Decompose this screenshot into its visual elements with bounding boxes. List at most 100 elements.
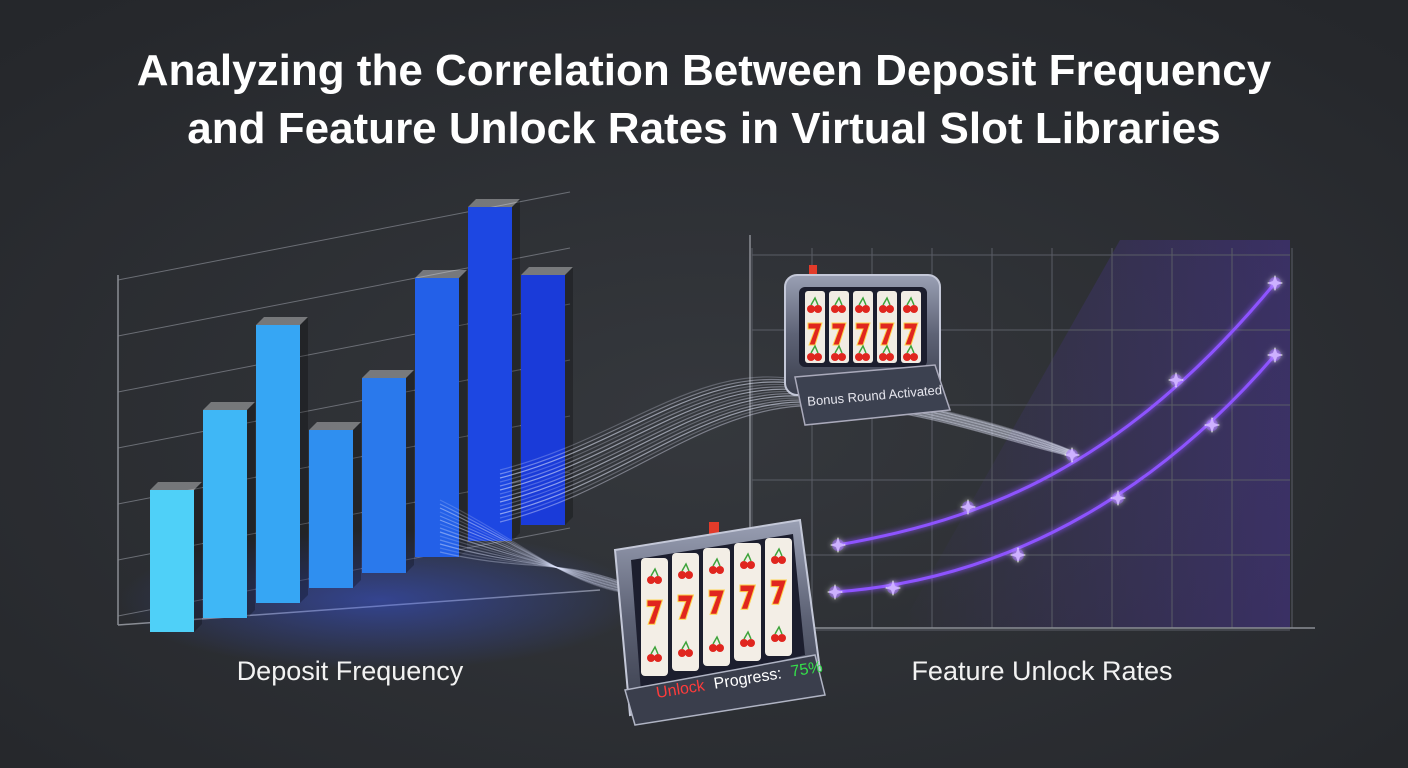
streak <box>439 535 621 586</box>
purple-glow <box>900 240 1290 628</box>
cherry <box>910 305 918 313</box>
cherry <box>855 305 863 313</box>
streak <box>439 539 621 585</box>
streak <box>439 551 621 583</box>
cherry <box>903 353 911 361</box>
bar-front <box>150 490 194 632</box>
bar-top <box>468 199 520 207</box>
cherry <box>879 353 887 361</box>
star-glow <box>1112 492 1124 504</box>
streak <box>439 523 621 588</box>
star-glow <box>1269 349 1281 361</box>
cherry <box>709 566 717 574</box>
bar-side <box>353 422 361 588</box>
star-glow <box>887 582 899 594</box>
streak <box>499 403 1076 519</box>
cherry <box>778 556 786 564</box>
cherry-stem <box>743 630 752 640</box>
cherry <box>678 571 686 579</box>
cherry <box>807 353 815 361</box>
bar-top <box>256 317 308 325</box>
cherry-stem <box>906 296 915 306</box>
cherry <box>814 353 822 361</box>
cherry-stem <box>882 296 891 306</box>
streak <box>439 543 621 584</box>
floor-glow <box>120 530 640 670</box>
cherry-stem <box>858 296 867 306</box>
cherry <box>886 305 894 313</box>
cherry <box>654 654 662 662</box>
seven-symbol <box>646 599 664 625</box>
streak <box>439 527 621 587</box>
bar-front <box>468 207 512 541</box>
cherry <box>855 353 863 361</box>
cherry <box>778 634 786 642</box>
seven-symbol <box>855 322 871 346</box>
curve <box>834 354 1277 594</box>
seven-symbol <box>708 589 726 615</box>
seven-symbol <box>879 322 895 346</box>
grid-line <box>117 191 571 281</box>
slot-machine-large: Unlock Progress: 75% <box>613 518 826 726</box>
star-glow <box>1066 449 1078 461</box>
cherry-stem <box>712 635 721 645</box>
streak <box>439 515 621 590</box>
streak <box>439 547 621 583</box>
seven-symbol <box>770 579 788 605</box>
seven-symbol <box>739 584 757 610</box>
cherry <box>831 305 839 313</box>
cherry <box>747 561 755 569</box>
streak <box>439 503 621 592</box>
cherry-stem <box>906 344 915 354</box>
star-glow <box>1170 374 1182 386</box>
bar-top <box>415 270 467 278</box>
title-line: Analyzing the Correlation Between Deposi… <box>137 46 1272 95</box>
curve <box>837 282 1277 547</box>
streak <box>499 404 1076 523</box>
seven-symbol <box>807 322 823 346</box>
streak <box>439 499 621 593</box>
cherry-stem <box>650 567 659 577</box>
cherry-stem <box>858 344 867 354</box>
star-glow <box>832 539 844 551</box>
cherry <box>716 644 724 652</box>
status-value: 75% <box>790 659 824 681</box>
cherry <box>647 576 655 584</box>
bar-side <box>194 482 202 632</box>
bars <box>150 199 573 632</box>
star-glow <box>962 501 974 513</box>
cherry-stem <box>650 645 659 655</box>
cherry <box>747 639 755 647</box>
cherry <box>654 576 662 584</box>
curves <box>834 282 1277 594</box>
cherry <box>862 305 870 313</box>
cherry <box>709 644 717 652</box>
streak <box>439 511 621 591</box>
title-line: and Feature Unlock Rates in Virtual Slot… <box>187 104 1220 153</box>
bar-top <box>362 370 414 378</box>
bar-top <box>521 267 573 275</box>
cherry-stem <box>681 640 690 650</box>
bar-front <box>415 278 459 557</box>
seven-symbol <box>831 322 847 346</box>
cherry-stem <box>834 296 843 306</box>
cherry-stem <box>774 625 783 635</box>
cherry <box>838 353 846 361</box>
streak <box>439 531 621 587</box>
cherry <box>886 353 894 361</box>
cherry-stem <box>810 344 819 354</box>
cherry-stem <box>712 557 721 567</box>
bar-front <box>256 325 300 603</box>
streak <box>439 507 621 591</box>
streak <box>439 519 621 589</box>
cherry <box>716 566 724 574</box>
bar-side <box>459 270 467 557</box>
bar-front <box>362 378 406 573</box>
cherry <box>685 571 693 579</box>
cherry-stem <box>774 547 783 557</box>
bar-side <box>406 370 414 573</box>
star-glow <box>1269 277 1281 289</box>
cherry <box>685 649 693 657</box>
cherry <box>838 305 846 313</box>
cherry <box>862 353 870 361</box>
